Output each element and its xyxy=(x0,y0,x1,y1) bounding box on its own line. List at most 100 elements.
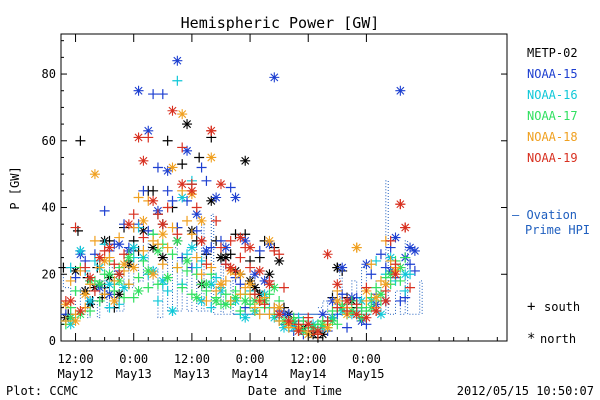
north-point xyxy=(143,125,154,136)
north-point xyxy=(264,269,275,280)
north-point xyxy=(143,265,154,276)
south-point xyxy=(172,229,183,240)
north-point xyxy=(128,242,139,253)
south-point xyxy=(162,135,173,146)
y-axis-label: P [GW] xyxy=(8,166,22,209)
x-axis-ticks: 12:00May120:00May1312:00May130:00May1412… xyxy=(57,34,498,381)
north-point xyxy=(303,319,314,330)
north-point xyxy=(215,179,226,190)
north-point xyxy=(375,309,386,320)
south-point xyxy=(128,292,139,303)
south-point xyxy=(249,289,260,300)
south-point xyxy=(405,259,416,270)
south-point xyxy=(191,252,202,263)
north-point xyxy=(351,309,362,320)
x-tick-date-label: May13 xyxy=(116,367,152,381)
north-point xyxy=(332,295,343,306)
south-marker: + xyxy=(527,299,535,315)
north-point xyxy=(371,292,382,303)
north-point xyxy=(230,192,241,203)
south-point xyxy=(143,132,154,143)
north-point xyxy=(235,269,246,280)
north-point xyxy=(240,295,251,306)
south-point xyxy=(65,262,76,273)
south-point xyxy=(191,202,202,213)
symbol-legend-south: + south xyxy=(527,299,580,315)
x-tick-label: 12:00 xyxy=(290,352,326,366)
north-point xyxy=(274,255,285,266)
north-point xyxy=(380,295,391,306)
south-point xyxy=(254,309,265,320)
south-point xyxy=(152,295,163,306)
south-point xyxy=(94,295,105,306)
north-point xyxy=(109,295,120,306)
south-point xyxy=(162,185,173,196)
south-point xyxy=(60,315,71,326)
south-point xyxy=(211,285,222,296)
south-point xyxy=(196,269,207,280)
north-point xyxy=(167,105,178,116)
north-point xyxy=(172,55,183,66)
south-point xyxy=(167,249,178,260)
south-point xyxy=(245,262,256,273)
south-point xyxy=(390,259,401,270)
north-point xyxy=(119,259,130,270)
south-point xyxy=(177,142,188,153)
south-point xyxy=(138,245,149,256)
south-point xyxy=(366,259,377,270)
north-point xyxy=(400,222,411,233)
south-point xyxy=(235,305,246,316)
north-point xyxy=(225,262,236,273)
north-point xyxy=(337,262,348,273)
south-point xyxy=(235,289,246,300)
north-point xyxy=(230,292,241,303)
north-point xyxy=(133,85,144,96)
south-point xyxy=(114,232,125,243)
north-point xyxy=(177,179,188,190)
north-point xyxy=(148,242,159,253)
plot-area: 12:00May120:00May1312:00May130:00May1412… xyxy=(42,33,508,381)
north-point xyxy=(94,252,105,263)
symbol-legend-north: * north xyxy=(527,331,576,347)
north-point xyxy=(390,232,401,243)
north-point xyxy=(249,269,260,280)
south-point xyxy=(133,192,144,203)
south-point xyxy=(157,259,168,270)
south-point xyxy=(94,262,105,273)
plot-frame xyxy=(60,33,508,342)
north-point xyxy=(182,119,193,130)
north-point xyxy=(148,195,159,206)
north-point xyxy=(152,245,163,256)
south-point xyxy=(254,245,265,256)
y-tick-label: 20 xyxy=(42,267,56,281)
south-label: south xyxy=(544,300,580,314)
north-point xyxy=(191,209,202,220)
north-point xyxy=(400,269,411,280)
south-point xyxy=(152,209,163,220)
north-point xyxy=(177,109,188,120)
north-point xyxy=(264,279,275,290)
north-point xyxy=(211,192,222,203)
north-point xyxy=(235,232,246,243)
y-tick-label: 80 xyxy=(42,67,56,81)
south-point xyxy=(119,292,130,303)
south-point xyxy=(167,222,178,233)
north-point xyxy=(274,309,285,320)
north-point xyxy=(361,312,372,323)
north-point xyxy=(245,279,256,290)
south-point xyxy=(157,89,168,100)
north-point xyxy=(191,292,202,303)
north-point xyxy=(220,252,231,263)
south-point xyxy=(400,252,411,263)
north-point xyxy=(75,305,86,316)
north-point xyxy=(196,215,207,226)
south-point xyxy=(201,295,212,306)
south-point xyxy=(201,259,212,270)
south-point xyxy=(109,275,120,286)
north-point xyxy=(70,315,81,326)
y-tick-label: 60 xyxy=(42,134,56,148)
south-point xyxy=(380,285,391,296)
south-point xyxy=(162,202,173,213)
north-point xyxy=(375,289,386,300)
